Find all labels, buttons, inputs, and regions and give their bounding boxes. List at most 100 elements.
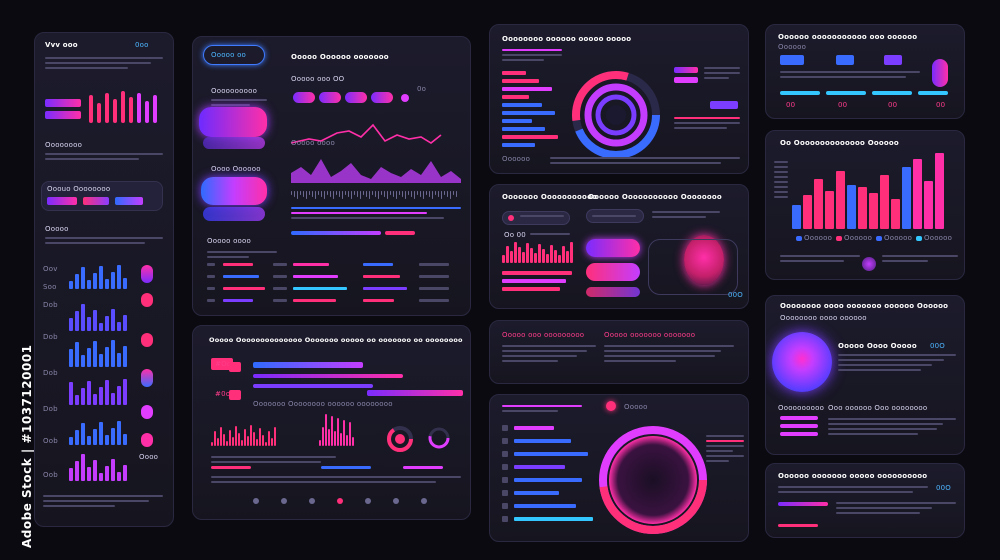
bar [111,459,115,481]
stock-watermark: Adobe Stock | #1037120001 [6,320,34,550]
axis-label: Oov [43,265,58,273]
bar [69,349,73,367]
filter-chip[interactable] [115,197,143,205]
donut-chart [572,71,660,159]
right-bottom-title: Oooooo ooooooo ooooo oooooooooo [778,472,928,480]
bar [87,381,91,405]
table-bar [223,263,253,266]
left-panel-badge: 0oo [135,41,149,49]
bar [93,429,97,445]
orb-chart [772,332,832,392]
mid-secondary-button[interactable] [586,263,640,281]
page-dot [253,498,259,504]
bar [562,246,565,263]
bar [105,347,109,367]
bar [87,348,91,367]
primary-toggle-button[interactable] [199,107,267,137]
bar [250,425,252,446]
pagination-dots[interactable] [253,498,453,508]
tick [393,191,394,197]
progress-bar [778,502,828,506]
tick [348,191,349,197]
column-bar [803,195,812,229]
bar [223,434,225,446]
search-button[interactable] [203,45,265,65]
left-pill[interactable] [45,99,81,107]
axis-label: Oob [43,437,58,445]
bar [111,393,115,405]
bar [256,439,258,446]
tick [312,191,313,197]
action-button[interactable] [201,177,267,205]
left-footer-label: Oooo [139,453,159,461]
kpi-chip[interactable] [780,55,804,65]
tick [321,191,322,197]
table-cell [273,263,287,266]
legend-dot [916,236,922,241]
bar [87,317,91,331]
bar [558,255,561,263]
mid-primary-button[interactable] [586,239,640,257]
donut-top-panel: Oooooooo oooooo ooooo ooooo Oooooo [489,24,749,174]
page-dot [337,498,343,504]
center-top-title: Ooooo Oooooo ooooooo [291,53,389,61]
right-donut-panel: Oooooooo oooo ooooooo oooooo Oooooo Oooo… [765,295,965,455]
tick [408,191,409,195]
column-bar [902,167,911,229]
status-dot [508,215,514,221]
gauge-pill [141,433,153,447]
tick [306,191,307,199]
bar [97,103,101,123]
left-bar-chart [69,259,133,489]
page-dot [421,498,427,504]
bar [93,394,97,405]
chip[interactable] [319,92,341,103]
bar [93,310,97,331]
axis-label: Dob [43,333,58,341]
bar [343,420,345,446]
chip[interactable] [345,92,367,103]
tick [294,191,295,197]
bar [554,250,557,263]
progress-bar [514,517,593,521]
row-marker [207,287,215,290]
column-bar [880,175,889,229]
tick [291,191,292,195]
right-chart-title: Oo Oooooooooooooo Oooooo [780,139,899,147]
bar [502,103,542,107]
metric-table [207,261,467,311]
bar [502,95,529,99]
secondary-toggle[interactable] [203,137,265,149]
kpi-bar [872,91,912,95]
right-donut-section-right: Ooo oooooo Ooo oooooooo [828,404,928,412]
bar [111,340,115,367]
left-filter-box[interactable] [41,181,163,211]
bar [502,287,560,291]
bar [502,279,566,283]
kpi-chip[interactable] [884,55,902,65]
filter-chip[interactable] [83,197,109,205]
legend-label: Oooooo [924,234,953,242]
avatar[interactable] [862,257,876,271]
row-marker [502,451,508,457]
tick [435,191,436,195]
bar [81,267,85,289]
mid-filter[interactable] [502,211,570,225]
bar [93,273,97,289]
left-pill[interactable] [45,111,81,119]
right-top-subtitle: Oooooo [778,43,807,51]
column-bar [825,191,834,229]
kpi-chip[interactable] [836,55,854,65]
row-marker [207,263,215,266]
tick [420,191,421,197]
chip[interactable] [293,92,315,103]
center-top-section-mid: Oooo Oooooo [211,165,261,173]
progress-bar [514,478,582,482]
chip[interactable] [371,92,393,103]
filter-chip[interactable] [47,197,77,205]
row-marker [502,464,508,470]
bar [518,247,521,263]
mid-tertiary-button[interactable] [586,287,640,297]
kpi-value: 00 [786,101,796,109]
center-top-panel: Ooooo oo Ooooo Oooooo ooooooo Ooooo ooo … [192,36,471,316]
